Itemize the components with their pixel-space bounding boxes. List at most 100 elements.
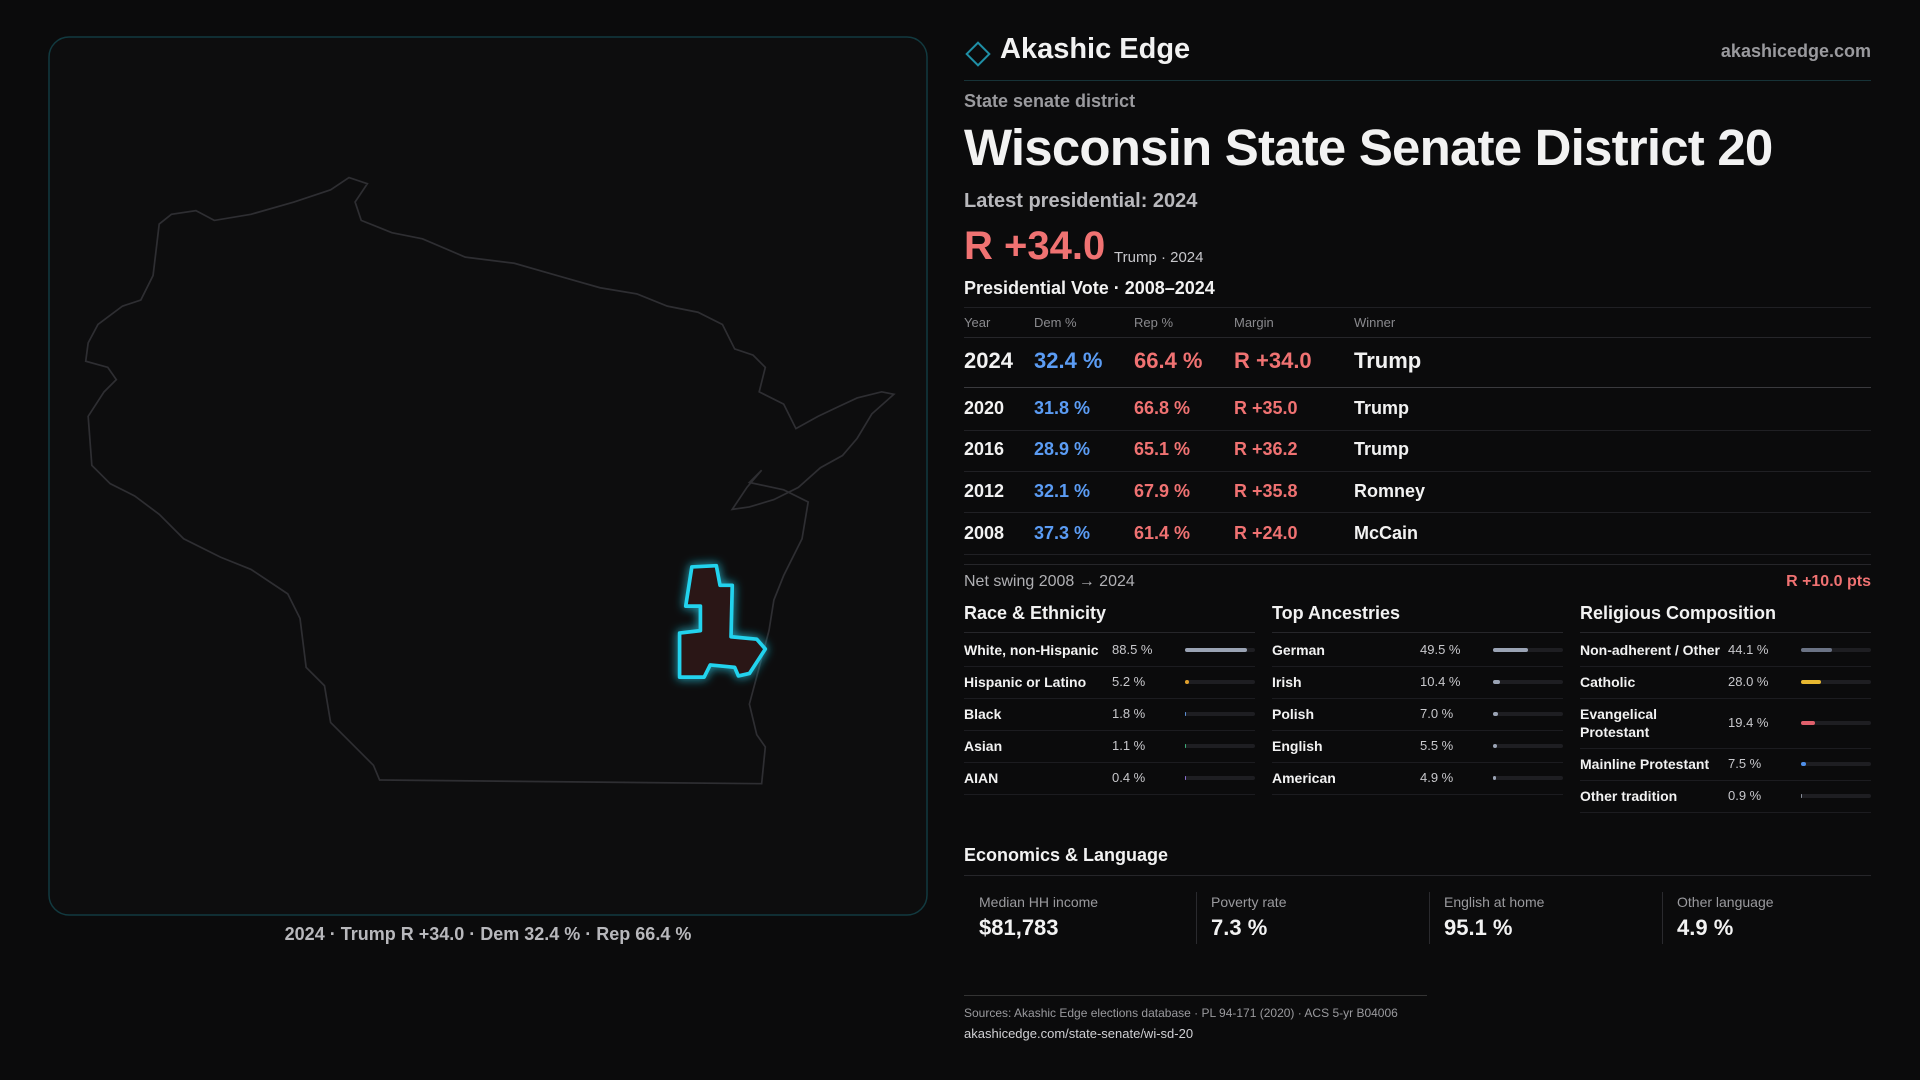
table-cell: R +35.0 (1234, 398, 1298, 418)
bar-track (1801, 794, 1871, 798)
latest-label: Latest presidential: 2024 (964, 190, 1198, 212)
table-cell: 67.9 % (1134, 481, 1191, 501)
table-cell: 31.8 % (1034, 398, 1091, 418)
rule (1272, 730, 1563, 731)
table-cell: Romney (1354, 481, 1426, 501)
bar-track (1801, 721, 1871, 725)
latest-margin: R +34.0 (964, 224, 1106, 268)
bar (1185, 648, 1247, 652)
state-outline (84, 176, 896, 785)
rule (964, 337, 1871, 338)
stat-label: English at home (1444, 894, 1545, 910)
source-url: akashicedge.com/state-senate/wi-sd-20 (964, 1026, 1194, 1041)
column-header: Margin (1234, 315, 1274, 330)
rule (1662, 892, 1663, 944)
item-value: 0.4 % (1112, 770, 1146, 785)
bar (1493, 744, 1497, 748)
item-value: 0.9 % (1728, 788, 1762, 803)
bar (1185, 712, 1187, 716)
bar-track (1801, 680, 1871, 684)
rule (964, 471, 1871, 472)
item-label: German (1272, 642, 1325, 658)
rule (1580, 748, 1871, 749)
stat-label: Other language (1677, 894, 1774, 910)
column-header: Winner (1354, 315, 1396, 330)
item-value: 5.2 % (1112, 674, 1146, 689)
item-value: 49.5 % (1420, 642, 1461, 657)
stat-label: Poverty rate (1211, 894, 1287, 910)
stat-value: $81,783 (979, 915, 1059, 940)
item-value: 44.1 % (1728, 642, 1769, 657)
sources: Sources: Akashic Edge elections database… (964, 1006, 1398, 1020)
bar-track (1185, 680, 1255, 684)
table-cell: 65.1 % (1134, 439, 1191, 459)
kicker: State senate district (964, 91, 1136, 111)
panel-title: Religious Composition (1580, 603, 1776, 623)
panel-title: Top Ancestries (1272, 603, 1401, 623)
item-value: 5.5 % (1420, 738, 1454, 753)
item-value: 19.4 % (1728, 715, 1769, 730)
divider (964, 875, 1871, 876)
column-header: Rep % (1134, 315, 1174, 330)
map-caption: 2024 · Trump R +34.0 · Dem 32.4 % · Rep … (284, 924, 692, 944)
item-value: 88.5 % (1112, 642, 1153, 657)
brand-site: akashicedge.com (1720, 41, 1871, 61)
rule (1272, 762, 1563, 763)
map-frame (48, 36, 928, 916)
stat-value: 4.9 % (1677, 915, 1734, 940)
rule (964, 730, 1255, 731)
rule (1272, 632, 1563, 633)
rule (1580, 632, 1871, 633)
rule (1580, 698, 1871, 699)
item-label: Irish (1272, 674, 1302, 690)
rule (964, 307, 1871, 308)
item-label: Catholic (1580, 674, 1636, 690)
table-cell: 32.4 % (1034, 348, 1103, 373)
bar-track (1185, 776, 1255, 780)
item-value: 4.9 % (1420, 770, 1454, 785)
bar-track (1493, 776, 1563, 780)
table-cell: 61.4 % (1134, 523, 1191, 543)
item-label: Mainline Protestant (1580, 756, 1710, 772)
item-value: 7.0 % (1420, 706, 1454, 721)
table-cell: 2008 (964, 523, 1005, 543)
bar (1801, 648, 1832, 652)
table-cell: R +34.0 (1234, 348, 1312, 373)
latest-note: Trump · 2024 (1114, 249, 1204, 266)
table-cell: Trump (1354, 398, 1410, 418)
bar-track (1493, 648, 1563, 652)
bar (1493, 776, 1497, 780)
page-title: Wisconsin State Senate District 20 (964, 119, 1773, 176)
table-cell: R +36.2 (1234, 439, 1298, 459)
bar-track (1493, 712, 1563, 716)
rule (1272, 698, 1563, 699)
bar-track (1801, 648, 1871, 652)
rule (1272, 666, 1563, 667)
table-cell: Trump (1354, 439, 1410, 459)
rule (964, 794, 1255, 795)
rule (1196, 892, 1197, 944)
bar-track (1801, 762, 1871, 766)
rule (1580, 780, 1871, 781)
panel-title: Race & Ethnicity (964, 603, 1107, 623)
divider (964, 80, 1871, 81)
rule (964, 762, 1255, 763)
rule (964, 666, 1255, 667)
bar-track (1493, 744, 1563, 748)
rule (964, 698, 1255, 699)
stat-label: Median HH income (979, 894, 1099, 910)
item-label: Asian (964, 738, 1003, 754)
rule (964, 387, 1871, 388)
item-value: 28.0 % (1728, 674, 1769, 689)
stat-value: 95.1 % (1444, 915, 1513, 940)
table-cell: 66.8 % (1134, 398, 1191, 418)
column-header: Dem % (1034, 315, 1077, 330)
swing-label: Net swing 2008 → 2024 (964, 573, 1135, 590)
bar (1493, 680, 1501, 684)
rule (964, 512, 1871, 513)
bar (1801, 794, 1802, 798)
stat-value: 7.3 % (1211, 915, 1268, 940)
table-cell: McCain (1354, 523, 1419, 543)
divider (964, 564, 1871, 565)
